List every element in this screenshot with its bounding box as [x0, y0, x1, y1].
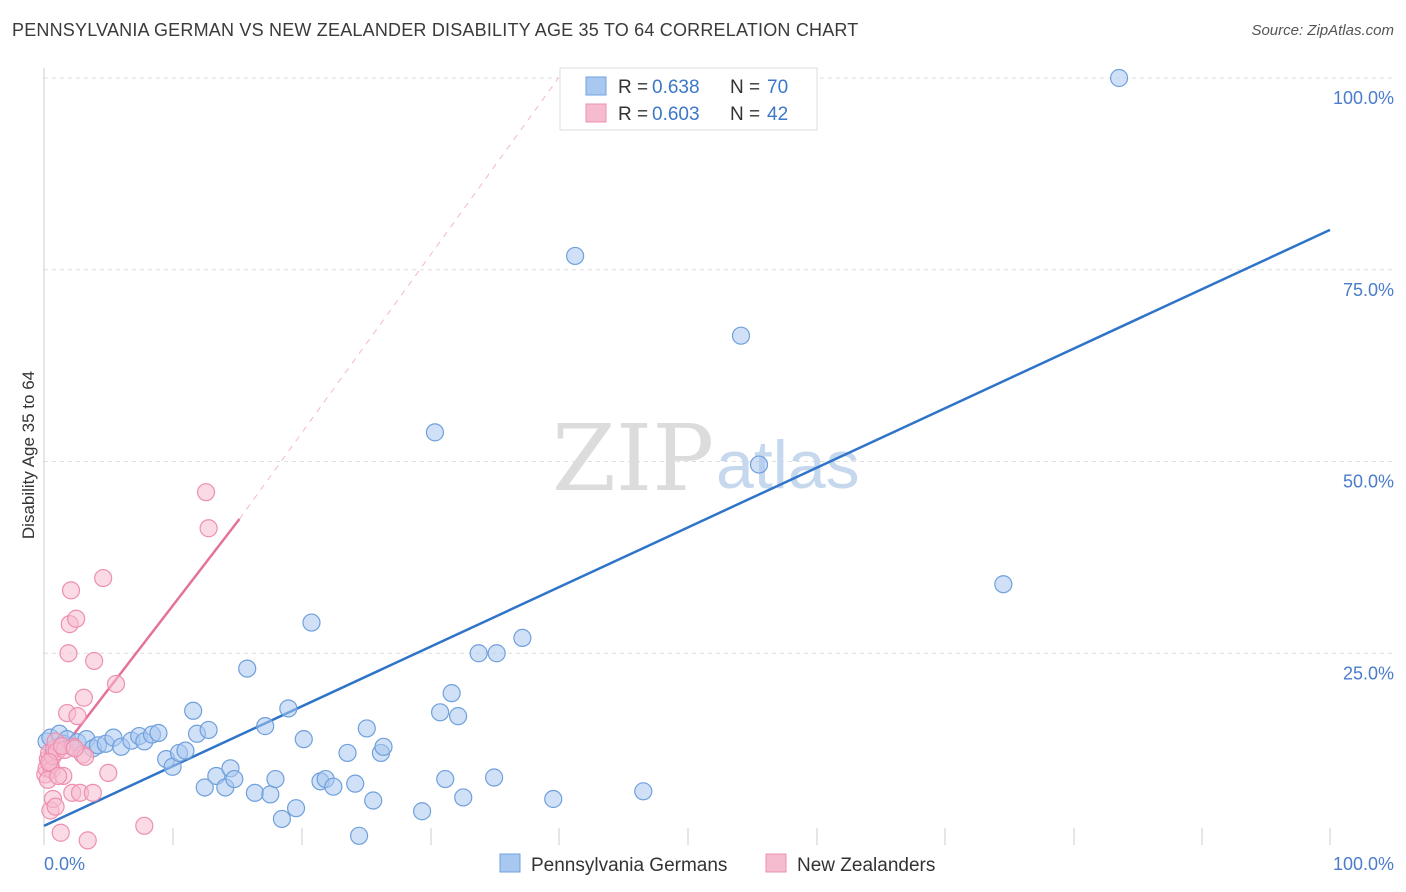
legend-swatch-pink — [585, 103, 607, 123]
legend-r-value-2: 0.603 — [652, 104, 700, 125]
point-blue-63 — [566, 246, 585, 266]
point-pink-38 — [40, 753, 59, 772]
point-blue-56 — [448, 707, 468, 726]
tick-labels: 25.0% 50.0% 75.0% 100.0% 0.0% 100.0% — [44, 88, 1394, 874]
bottom-legend-label-pink: New Zealanders — [797, 855, 935, 876]
point-blue-54 — [436, 769, 455, 789]
point-pink-18 — [59, 644, 78, 663]
watermark-zip: ZIP — [552, 405, 714, 512]
data-points — [36, 68, 1129, 850]
point-blue-18 — [149, 723, 168, 743]
point-blue-64 — [634, 782, 653, 801]
point-blue-35 — [266, 769, 285, 789]
point-pink-27 — [74, 688, 93, 707]
point-blue-66 — [749, 455, 769, 474]
point-blue-53 — [430, 703, 450, 722]
legend-r-label-1: R = — [618, 77, 648, 98]
point-blue-50 — [374, 737, 393, 756]
point-pink-39 — [49, 766, 68, 786]
point-blue-57 — [454, 788, 473, 807]
y-axis-label: Disability Age 35 to 64 — [19, 371, 38, 539]
point-blue-37 — [279, 699, 298, 718]
point-blue-59 — [485, 768, 504, 787]
point-blue-22 — [176, 741, 195, 760]
point-blue-45 — [346, 774, 365, 793]
axes — [43, 68, 1331, 845]
legend-r-value-1: 0.638 — [652, 77, 700, 98]
legend-n-value-1: 70 — [767, 77, 788, 98]
point-blue-55 — [442, 684, 461, 703]
point-pink-24 — [68, 707, 87, 726]
point-pink-23 — [67, 609, 86, 628]
y-tick-label-0: 25.0% — [1343, 663, 1394, 683]
point-blue-38 — [286, 799, 306, 818]
point-blue-25 — [199, 720, 218, 740]
point-blue-67 — [994, 575, 1013, 594]
x-tick-label-1: 100.0% — [1333, 854, 1394, 874]
point-blue-31 — [238, 659, 257, 678]
point-blue-26 — [195, 778, 214, 797]
point-blue-51 — [412, 802, 432, 821]
legend-n-value-2: 42 — [767, 104, 788, 125]
point-pink-30 — [83, 783, 102, 802]
point-pink-41 — [65, 739, 84, 758]
point-blue-39 — [294, 730, 313, 749]
point-blue-58 — [469, 644, 488, 663]
point-pink-34 — [106, 674, 126, 694]
legend-swatch-blue — [585, 76, 607, 96]
legend-r-label-2: R = — [618, 104, 648, 125]
legend-n-label-2: N = — [730, 104, 760, 125]
watermark: ZIP atlas — [552, 405, 860, 512]
bottom-legend-swatch-pink — [765, 853, 787, 873]
point-pink-35 — [135, 816, 154, 835]
point-blue-65 — [731, 326, 751, 345]
point-blue-30 — [225, 769, 244, 789]
chart-title: PENNSYLVANIA GERMAN VS NEW ZEALANDER DIS… — [12, 20, 859, 40]
point-pink-32 — [94, 568, 113, 588]
y-tick-label-2: 75.0% — [1343, 280, 1394, 300]
point-blue-46 — [349, 826, 369, 845]
point-pink-29 — [78, 831, 97, 850]
bottom-legend-label-blue: Pennsylvania Germans — [531, 855, 727, 876]
grid — [44, 77, 1392, 654]
point-blue-44 — [338, 743, 357, 763]
trendline-ext-pink — [239, 77, 559, 520]
point-blue-23 — [184, 701, 203, 720]
x-tick-label-0: 0.0% — [44, 854, 85, 874]
trendline-pink — [43, 518, 241, 774]
point-pink-33 — [99, 763, 118, 783]
point-blue-61 — [513, 628, 532, 648]
y-tick-label-1: 50.0% — [1343, 472, 1394, 492]
point-pink-37 — [199, 519, 218, 538]
point-blue-68 — [1109, 68, 1129, 88]
point-pink-13 — [46, 797, 65, 816]
point-pink-31 — [85, 651, 104, 671]
point-pink-36 — [196, 483, 216, 502]
point-pink-14 — [51, 823, 70, 842]
watermark-atlas: atlas — [716, 427, 860, 503]
bottom-legend: Pennsylvania Germans New Zealanders — [499, 853, 935, 876]
source-credit: Source: ZipAtlas.com — [1251, 22, 1394, 39]
point-blue-34 — [261, 785, 280, 804]
point-blue-43 — [324, 777, 343, 796]
y-tick-label-3: 100.0% — [1333, 88, 1394, 108]
point-blue-62 — [544, 789, 563, 809]
point-blue-36 — [272, 809, 292, 829]
point-blue-60 — [487, 644, 506, 663]
point-blue-33 — [256, 717, 275, 736]
point-blue-47 — [357, 719, 376, 738]
legend: R = 0.638 N = 70 R = 0.603 N = 42 — [559, 67, 818, 131]
legend-n-label-1: N = — [730, 77, 760, 98]
point-pink-20 — [61, 581, 81, 600]
point-blue-32 — [245, 783, 265, 802]
point-blue-48 — [364, 791, 383, 810]
point-blue-52 — [425, 423, 445, 442]
point-blue-40 — [302, 613, 321, 632]
trendline-blue — [43, 228, 1331, 827]
bottom-legend-swatch-blue — [499, 853, 521, 873]
